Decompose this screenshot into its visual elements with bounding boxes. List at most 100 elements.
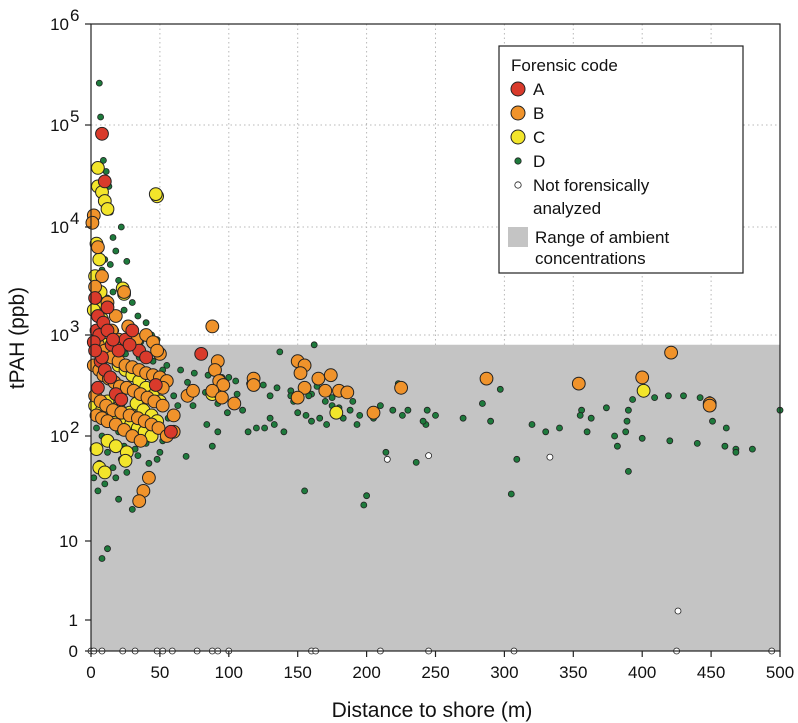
point-d — [182, 452, 190, 460]
y-tick-label-exponent: 6 — [70, 6, 79, 25]
y-tick-label: 10 — [50, 427, 69, 446]
y-tick-label: 10 — [59, 532, 78, 551]
point-a — [100, 300, 115, 315]
point-d — [97, 113, 104, 121]
point-d — [101, 480, 109, 488]
point-d — [496, 385, 504, 393]
point-d — [100, 156, 107, 164]
point-d — [104, 448, 111, 456]
point-b — [155, 398, 170, 413]
point-d — [273, 384, 281, 392]
point-d — [156, 448, 164, 456]
point-b — [479, 371, 494, 386]
point-b — [366, 405, 381, 420]
point-d — [349, 397, 357, 405]
point-d — [123, 257, 131, 265]
point-b — [95, 269, 109, 284]
point-d — [556, 424, 563, 432]
point-d — [629, 396, 636, 403]
legend-title: Forensic code — [511, 56, 618, 75]
x-tick-label: 450 — [697, 663, 725, 682]
point-b — [702, 398, 717, 413]
y-tick-label: 10 — [50, 326, 69, 345]
point-d — [93, 424, 100, 432]
legend-label-d: D — [533, 152, 545, 171]
point-a — [111, 343, 126, 358]
point-d — [94, 487, 102, 495]
point-d — [233, 390, 241, 398]
point-d — [261, 424, 269, 432]
point-d — [223, 409, 231, 417]
point-d — [696, 394, 704, 402]
point-d — [360, 501, 368, 509]
point-d — [170, 392, 178, 400]
point-d — [189, 402, 197, 410]
point-d — [603, 404, 610, 412]
point-c — [118, 453, 133, 468]
point-b — [205, 383, 220, 398]
point-d — [665, 392, 672, 400]
point-d — [104, 545, 111, 553]
point-d — [117, 223, 125, 231]
point-d — [145, 459, 153, 467]
point-d — [721, 442, 729, 450]
point-c — [329, 405, 344, 420]
point-d — [266, 414, 274, 422]
point-c — [100, 202, 115, 216]
point-c — [97, 465, 112, 480]
point-d — [128, 505, 136, 513]
point-b — [132, 494, 147, 509]
point-d — [356, 411, 364, 419]
point-d — [163, 361, 171, 369]
x-tick-label: 200 — [352, 663, 380, 682]
point-d — [232, 377, 240, 385]
legend-box — [498, 45, 744, 274]
x-tick-label: 300 — [490, 663, 518, 682]
point-c — [148, 187, 163, 202]
x-tick-label: 400 — [628, 663, 656, 682]
legend-marker-b — [510, 105, 526, 121]
point-b — [323, 368, 338, 383]
point-d — [266, 392, 274, 400]
point-d — [680, 392, 687, 400]
point-d — [316, 414, 324, 422]
point-d — [134, 452, 142, 460]
point-a — [88, 343, 102, 358]
point-a — [114, 392, 129, 407]
point-b — [215, 390, 229, 405]
y-tick-label-exponent: 5 — [70, 107, 79, 126]
point-d — [732, 448, 740, 456]
point-d — [507, 490, 515, 498]
y-tick-label-exponent: 2 — [70, 418, 79, 437]
x-tick-labels: 0 50 100 150 200 250 300 350 400 450 500 — [86, 663, 794, 682]
point-b — [340, 385, 355, 400]
point-not-forensically-analyzed — [674, 607, 682, 615]
point-d — [270, 421, 278, 428]
point-d — [423, 406, 431, 414]
point-d — [323, 421, 331, 428]
point-d — [709, 417, 716, 425]
point-a — [103, 370, 118, 385]
y-tick-label-exponent: 4 — [70, 209, 79, 228]
x-tick-label: 350 — [559, 663, 587, 682]
point-d — [109, 234, 117, 241]
legend-marker-d — [514, 157, 522, 165]
point-d — [203, 421, 211, 428]
legend-label-not-analyzed: Not forensically analyzed — [533, 176, 654, 218]
x-tick-label: 100 — [215, 663, 243, 682]
point-d — [174, 402, 182, 410]
point-d — [487, 417, 495, 425]
point-d — [294, 409, 302, 417]
point-a — [91, 380, 105, 395]
legend-label-not-analyzed-line2: analyzed — [533, 199, 601, 218]
point-d — [583, 428, 591, 436]
point-b — [246, 378, 261, 392]
point-d — [177, 366, 185, 374]
legend-label-a: A — [533, 80, 545, 99]
point-b — [186, 383, 200, 398]
point-d — [112, 474, 120, 482]
point-a — [148, 378, 163, 392]
point-d — [134, 312, 142, 320]
